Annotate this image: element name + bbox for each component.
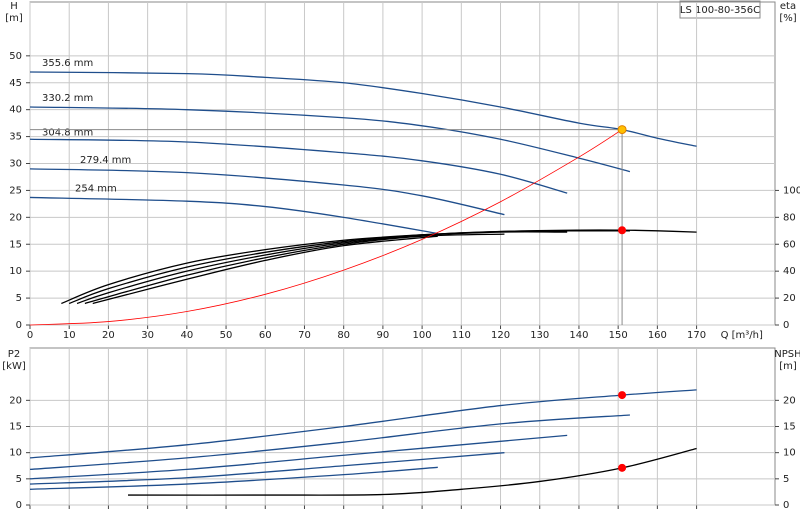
x-tick-label: 20 xyxy=(102,330,115,341)
y-axis-unit: [m] xyxy=(5,13,23,24)
y-tick-label: 20 xyxy=(9,395,22,406)
curve xyxy=(29,129,623,326)
x-tick-label: 120 xyxy=(491,330,510,341)
model-label: LS 100-80-356C xyxy=(680,5,760,16)
curve-label: 254 mm xyxy=(75,183,117,194)
y2-tick-label: 20 xyxy=(783,293,796,304)
y-tick-label: 25 xyxy=(9,185,22,196)
curve xyxy=(29,466,438,490)
curve xyxy=(29,452,505,485)
x-tick-label: 50 xyxy=(220,330,233,341)
x-tick-label: 150 xyxy=(609,330,628,341)
operating-point xyxy=(618,391,627,400)
y-tick-label: 40 xyxy=(9,105,22,116)
y2-axis-unit: [%] xyxy=(779,13,796,24)
operating-point xyxy=(618,226,627,235)
curve xyxy=(68,230,630,305)
y2-tick-label: 0 xyxy=(783,320,789,331)
y-axis-unit: [kW] xyxy=(2,361,26,372)
y2-tick-label: 100 xyxy=(783,185,800,196)
y2-axis-unit: [m] xyxy=(779,361,797,372)
y2-tick-label: 60 xyxy=(783,239,796,250)
y2-tick-label: 5 xyxy=(783,474,789,485)
y-axis-name: P2 xyxy=(8,349,20,360)
x-tick-label: 0 xyxy=(27,330,33,341)
y2-tick-label: 15 xyxy=(783,422,796,433)
x-tick-label: 70 xyxy=(298,330,311,341)
y2-tick-label: 10 xyxy=(783,448,796,459)
operating-point xyxy=(618,463,627,472)
curve xyxy=(76,231,568,305)
y2-axis-name: NPSH xyxy=(774,349,800,360)
y2-axis-name: eta xyxy=(780,1,796,12)
x-tick-label: 140 xyxy=(569,330,588,341)
x-tick-label: 30 xyxy=(141,330,154,341)
x-axis-label: Q [m³/h] xyxy=(721,330,763,341)
y-tick-label: 0 xyxy=(16,500,22,511)
operating-point xyxy=(617,125,627,135)
y-tick-label: 10 xyxy=(9,448,22,459)
y-tick-label: 0 xyxy=(16,320,22,331)
curve xyxy=(29,71,697,147)
x-tick-label: 10 xyxy=(63,330,76,341)
x-tick-label: 60 xyxy=(259,330,272,341)
y2-tick-label: 0 xyxy=(783,500,789,511)
x-tick-label: 100 xyxy=(413,330,432,341)
y-axis-name: H xyxy=(10,1,18,12)
y-tick-label: 50 xyxy=(9,51,22,62)
y-tick-label: 30 xyxy=(9,159,22,170)
curve xyxy=(29,106,631,173)
curve xyxy=(29,196,438,235)
y-tick-label: 5 xyxy=(16,293,22,304)
curve-label: 279.4 mm xyxy=(80,155,131,166)
x-tick-label: 90 xyxy=(377,330,390,341)
y-tick-label: 5 xyxy=(16,474,22,485)
y-tick-label: 15 xyxy=(9,239,22,250)
x-tick-label: 170 xyxy=(687,330,706,341)
y-tick-label: 20 xyxy=(9,212,22,223)
curve xyxy=(92,235,438,305)
curve xyxy=(84,233,505,305)
y-tick-label: 45 xyxy=(9,78,22,89)
model-box xyxy=(679,0,761,19)
x-tick-label: 40 xyxy=(180,330,193,341)
y2-tick-label: 40 xyxy=(783,266,796,277)
curve xyxy=(29,414,630,471)
curve-label: 304.8 mm xyxy=(42,127,93,138)
curve-label: 330.2 mm xyxy=(42,93,93,104)
x-tick-label: 130 xyxy=(530,330,549,341)
y2-tick-label: 80 xyxy=(783,212,796,223)
x-tick-label: 110 xyxy=(452,330,471,341)
x-tick-label: 160 xyxy=(648,330,667,341)
y-tick-label: 10 xyxy=(9,266,22,277)
curve-label: 355.6 mm xyxy=(42,58,93,69)
y-tick-label: 35 xyxy=(9,132,22,143)
y2-tick-label: 20 xyxy=(783,395,796,406)
curve xyxy=(29,138,568,194)
curve xyxy=(29,434,568,480)
x-tick-label: 80 xyxy=(337,330,350,341)
y-tick-label: 15 xyxy=(9,422,22,433)
curve xyxy=(29,168,505,216)
